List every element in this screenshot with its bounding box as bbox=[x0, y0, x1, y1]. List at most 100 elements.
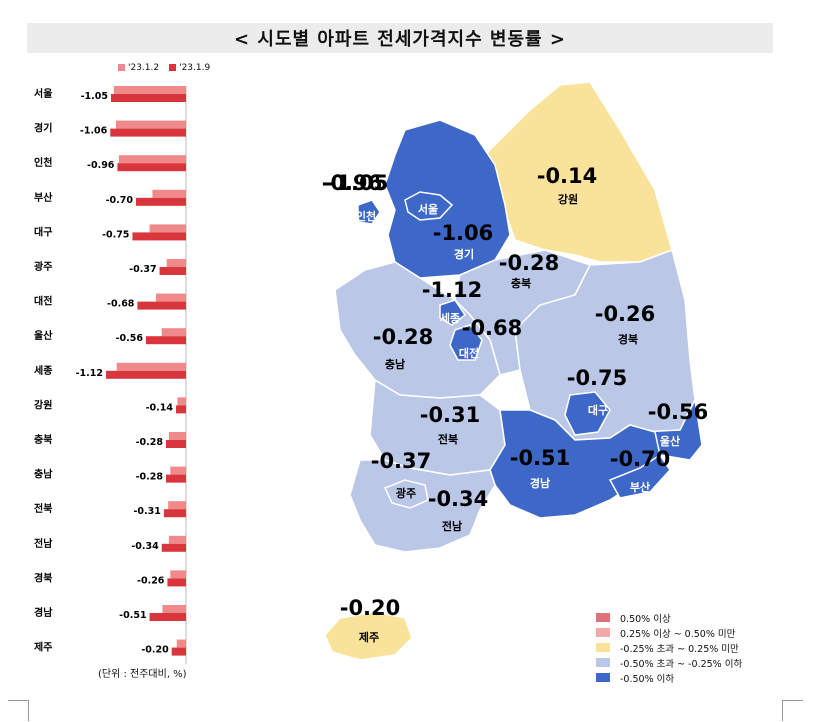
bar-prev bbox=[116, 362, 186, 371]
map-legend-label: 0.25% 이상 ~ 0.50% 미만 bbox=[620, 628, 736, 640]
bar-prev bbox=[118, 155, 186, 164]
unit-note: (단위 : 전주대비, %) bbox=[98, 669, 187, 680]
data-label: -0.96 bbox=[87, 160, 115, 171]
region-name: 서울 bbox=[418, 202, 438, 216]
chart-title: < 시도별 아파트 전세가격지수 변동률 > bbox=[27, 23, 773, 53]
korea-map: -1.05서울-0.96인천-1.06경기-0.14강원-0.28충북-1.12… bbox=[322, 81, 709, 661]
region-value: -1.05 bbox=[328, 171, 389, 195]
map-legend-swatch bbox=[596, 658, 610, 667]
bar-curr bbox=[163, 509, 186, 518]
category-label: 경남 bbox=[34, 606, 53, 619]
region-value: -0.31 bbox=[420, 403, 481, 427]
map-legend: 0.50% 이상 0.25% 이상 ~ 0.50% 미만 -0.25% 초과 ~ 0… bbox=[596, 610, 742, 685]
region-gwangju bbox=[383, 479, 429, 509]
bar-curr bbox=[110, 128, 186, 137]
map-legend-item: -0.50% 이하 bbox=[596, 670, 742, 685]
legend-item-curr: '23.1.9 bbox=[169, 63, 210, 73]
data-label: -0.14 bbox=[146, 402, 174, 413]
category-label: 서울 bbox=[34, 87, 52, 100]
region-gyeonggi bbox=[384, 119, 511, 279]
region-value: -0.75 bbox=[567, 366, 628, 390]
map-legend-label: 0.50% 이상 bbox=[620, 613, 671, 625]
region-name: 경북 bbox=[618, 332, 638, 346]
region-daejeon bbox=[449, 324, 483, 361]
map-labels: -1.05서울-0.96인천-1.06경기-0.14강원-0.28충북-1.12… bbox=[322, 164, 709, 644]
map-legend-label: -0.50% 초과 ~ -0.25% 이하 bbox=[620, 658, 743, 670]
bar-curr bbox=[117, 163, 186, 172]
bar-prev bbox=[152, 189, 186, 198]
bar-prev bbox=[176, 639, 186, 648]
region-value: -0.14 bbox=[537, 164, 598, 188]
bar-prev bbox=[113, 86, 186, 94]
region-gangwon bbox=[479, 81, 673, 263]
region-name: 충북 bbox=[511, 276, 531, 290]
bar-prev bbox=[161, 328, 186, 337]
bar-curr bbox=[132, 232, 186, 241]
bar-legend: '23.1.2 '23.1.9 bbox=[118, 63, 210, 73]
region-name: 대구 bbox=[588, 403, 608, 417]
data-label: -0.20 bbox=[141, 645, 169, 656]
data-label: -1.05 bbox=[81, 91, 108, 102]
region-name: 세종 bbox=[440, 311, 460, 325]
bar-prev bbox=[168, 535, 186, 544]
bar-curr bbox=[111, 94, 186, 102]
category-label: 부산 bbox=[34, 191, 53, 204]
region-seoul bbox=[404, 191, 454, 221]
category-label: 대구 bbox=[34, 225, 52, 238]
region-name: 강원 bbox=[558, 192, 578, 206]
map-legend-swatch bbox=[596, 613, 610, 622]
map-legend-swatch bbox=[596, 673, 610, 682]
data-label: -1.12 bbox=[76, 368, 103, 379]
data-label: -0.28 bbox=[136, 437, 164, 448]
region-name: 전북 bbox=[438, 432, 458, 446]
category-label: 강원 bbox=[34, 398, 52, 411]
bar-curr bbox=[136, 197, 186, 206]
region-name: 대전 bbox=[459, 346, 479, 360]
bar-curr bbox=[146, 336, 186, 345]
corner-mark-left bbox=[8, 700, 29, 721]
region-daegu bbox=[564, 391, 611, 436]
region-name: 충남 bbox=[385, 357, 405, 371]
category-label: 경기 bbox=[34, 122, 52, 135]
data-label: -0.34 bbox=[131, 541, 159, 552]
region-incheon bbox=[357, 199, 381, 225]
region-value: -0.51 bbox=[510, 446, 571, 470]
legend-item-prev: '23.1.2 bbox=[118, 63, 159, 73]
region-value: -0.28 bbox=[373, 325, 434, 349]
category-label: 충남 bbox=[34, 468, 53, 481]
map-legend-item: 0.25% 이상 ~ 0.50% 미만 bbox=[596, 625, 742, 640]
category-label: 세종 bbox=[34, 364, 52, 377]
region-name: 전남 bbox=[442, 519, 462, 533]
region-sejong bbox=[439, 299, 467, 326]
map-legend-swatch bbox=[596, 628, 610, 637]
bar-prev bbox=[166, 259, 186, 267]
region-name: 울산 bbox=[660, 434, 680, 448]
region-jeju bbox=[324, 611, 413, 661]
bar-curr bbox=[166, 474, 186, 483]
data-label: -0.51 bbox=[119, 610, 146, 621]
region-name: 경기 bbox=[454, 247, 474, 261]
region-name: 광주 bbox=[396, 487, 416, 500]
region-value: -0.68 bbox=[462, 316, 523, 340]
category-label: 대전 bbox=[34, 295, 52, 308]
data-label: -1.06 bbox=[80, 126, 108, 137]
region-busan bbox=[608, 453, 671, 499]
bar-curr bbox=[161, 543, 186, 552]
region-value: -0.37 bbox=[371, 449, 432, 473]
data-label: -0.75 bbox=[102, 229, 129, 240]
legend-swatch-prev bbox=[118, 64, 125, 71]
corner-mark-right bbox=[782, 700, 803, 721]
map-legend-label: -0.25% 초과 ~ 0.25% 미만 bbox=[620, 643, 739, 655]
map-legend-item: -0.50% 초과 ~ -0.25% 이하 bbox=[596, 655, 742, 670]
bar-prev bbox=[177, 397, 186, 406]
region-value: -0.70 bbox=[610, 447, 671, 471]
data-label: -0.31 bbox=[133, 506, 160, 517]
bar-curr bbox=[159, 267, 186, 275]
bar-curr bbox=[106, 370, 186, 379]
category-label: 전북 bbox=[34, 502, 52, 515]
data-label: -0.26 bbox=[137, 575, 165, 586]
bar-curr bbox=[171, 647, 186, 656]
data-label: -0.68 bbox=[107, 299, 135, 310]
category-label: 광주 bbox=[34, 261, 52, 273]
bar-prev bbox=[162, 605, 186, 613]
